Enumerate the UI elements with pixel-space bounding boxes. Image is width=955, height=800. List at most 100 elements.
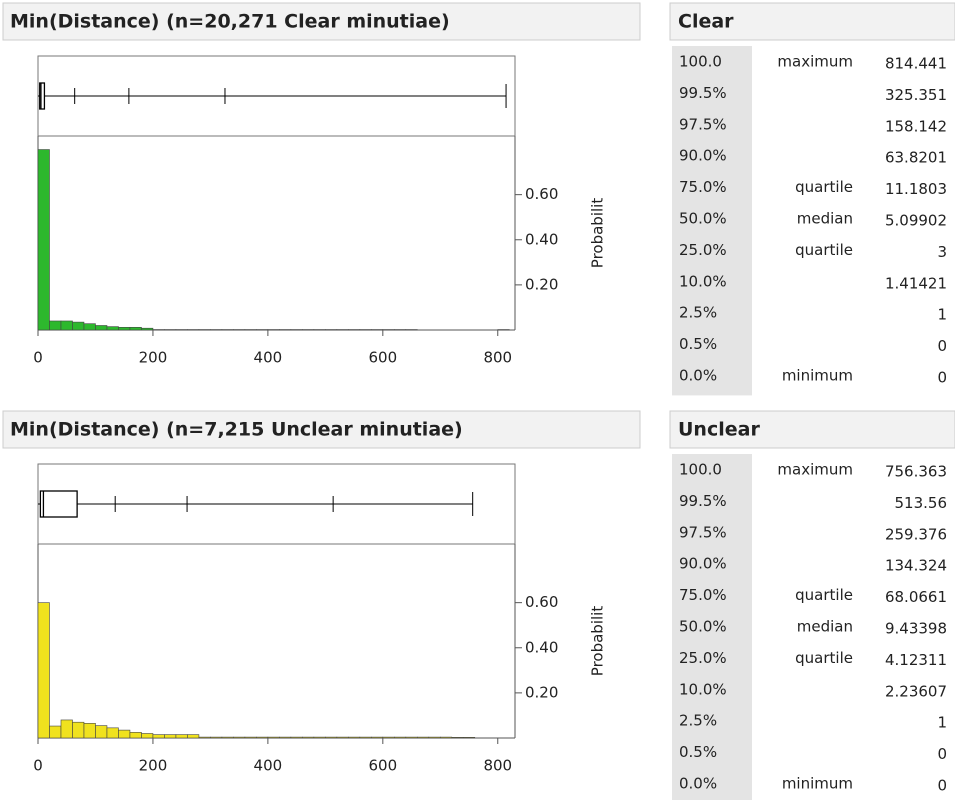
bar [256,736,269,739]
quantile-level: 0.0% [679,367,717,385]
quantile-value: 1 [937,714,947,732]
quantile-label: median [797,618,853,636]
quantile-value: 513.56 [895,494,948,512]
bar [141,327,154,331]
quantile-value: 756.363 [885,463,947,481]
quantile-value: 68.0661 [885,588,947,606]
quantile-value: 0 [937,745,947,763]
chart-title: Min(Distance) (n=7,215 Unclear minutiae) [10,419,463,441]
bar [382,736,395,739]
bar [152,734,165,739]
title-bar [2,2,641,41]
quantile-label: quartile [795,649,853,667]
bar [210,736,223,739]
bar [279,736,292,739]
x-tick-label: 0 [33,349,43,367]
quantile-value: 1 [937,306,947,324]
quantile-value: 158.142 [885,117,947,135]
quantile-level: 97.5% [679,115,727,133]
bar [451,737,464,739]
x-tick-label: 0 [33,757,43,775]
bar [129,326,142,331]
quantile-value: 259.376 [885,525,947,543]
bar [187,734,200,739]
bar [462,737,476,739]
x-tick-label: 600 [368,349,397,367]
bar [141,733,154,739]
bar [95,325,108,331]
quantile-value: 0 [937,337,947,355]
bar [359,736,372,739]
bar [290,736,303,739]
quantile-level: 2.5% [679,712,717,730]
quantile-level: 99.5% [679,492,727,510]
level-column [672,454,752,800]
quantile-value: 63.8201 [885,149,947,167]
quantile-level: 50.0% [679,618,727,636]
bar [60,320,73,331]
y-tick-label: 0.40 [525,638,558,656]
quantile-value: 5.09902 [885,212,947,230]
bar [37,602,50,739]
quantile-label: maximum [777,461,853,479]
bar [417,736,430,739]
bar [348,736,361,739]
quantile-value: 9.43398 [885,620,947,638]
bar [37,149,50,331]
table-title: Unclear [678,419,760,441]
quantile-value: 0 [937,777,947,795]
title-bar [2,410,641,449]
bar [60,719,73,739]
quantile-value: 4.12311 [885,651,947,669]
bar [313,736,326,739]
quantile-level: 97.5% [679,523,727,541]
bar [106,326,119,331]
y-axis-label: Probabilit [589,198,607,269]
box [39,490,78,518]
quantile-value: 0 [937,369,947,387]
bar [83,323,96,331]
y-tick-label: 0.60 [525,185,558,203]
y-tick-label: 0.20 [525,683,558,701]
quantile-level: 2.5% [679,304,717,322]
bar [302,736,315,739]
bar [394,736,407,739]
bar [428,736,441,739]
quantile-level: 90.0% [679,555,727,573]
bar [49,320,62,331]
y-tick-label: 0.20 [525,275,558,293]
quantile-label: minimum [782,775,853,793]
quantile-value: 1.41421 [885,274,947,292]
quantile-label: maximum [777,53,853,71]
box [39,82,46,110]
quantile-level: 25.0% [679,241,727,259]
bar [175,734,188,739]
table-title: Clear [678,11,734,33]
y-axis-label: Probabilit [589,606,607,677]
bar [118,729,131,739]
quantile-value: 814.441 [885,55,947,73]
bar [267,736,280,739]
quantile-level: 99.5% [679,84,727,102]
quantile-value: 134.324 [885,557,947,575]
quantile-value: 11.1803 [885,180,947,198]
quantile-value: 325.351 [885,86,947,104]
quantile-level: 90.0% [679,147,727,165]
quantile-label: quartile [795,586,853,604]
bar [198,736,211,739]
bar [221,736,234,739]
bar [106,727,119,739]
x-tick-label: 800 [483,349,512,367]
bar [83,723,96,739]
quantile-label: median [797,210,853,228]
bar [244,736,257,739]
bar [233,736,246,739]
x-tick-label: 400 [254,349,283,367]
quantile-value: 2.23607 [885,682,947,700]
quantile-level: 25.0% [679,649,727,667]
x-tick-label: 600 [368,757,397,775]
bar [325,736,338,739]
chart-title: Min(Distance) (n=20,271 Clear minutiae) [10,11,450,33]
quantile-level: 10.0% [679,272,727,290]
quantile-label: minimum [782,367,853,385]
